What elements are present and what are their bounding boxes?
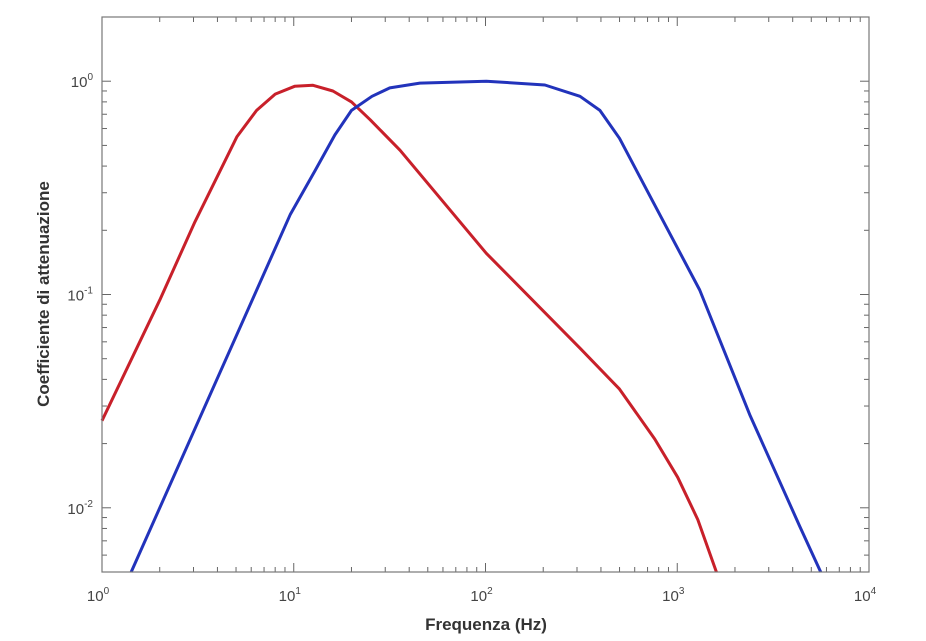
x-tick-label: 103 xyxy=(662,586,685,605)
x-tick-label: 101 xyxy=(279,586,302,605)
axis-ticks xyxy=(101,16,869,573)
x-axis-label: Frequenza (Hz) xyxy=(425,615,547,634)
series-line-red xyxy=(100,83,718,573)
y-axis-label: Coefficiente di attenuazione xyxy=(34,181,53,407)
x-tick-label: 102 xyxy=(470,586,493,605)
x-tick-label: 104 xyxy=(854,586,877,605)
tick-labels: 100 101 102 103 104 10-2 10-1 100 xyxy=(67,72,876,605)
x-tick-label: 100 xyxy=(87,586,110,605)
y-tick-label: 10-1 xyxy=(67,286,93,305)
plot-lines xyxy=(100,79,823,573)
y-tick-label: 10-2 xyxy=(67,499,93,518)
y-tick-label: 100 xyxy=(71,72,94,91)
plot-frame xyxy=(101,16,870,573)
series-line-blue xyxy=(129,79,823,573)
